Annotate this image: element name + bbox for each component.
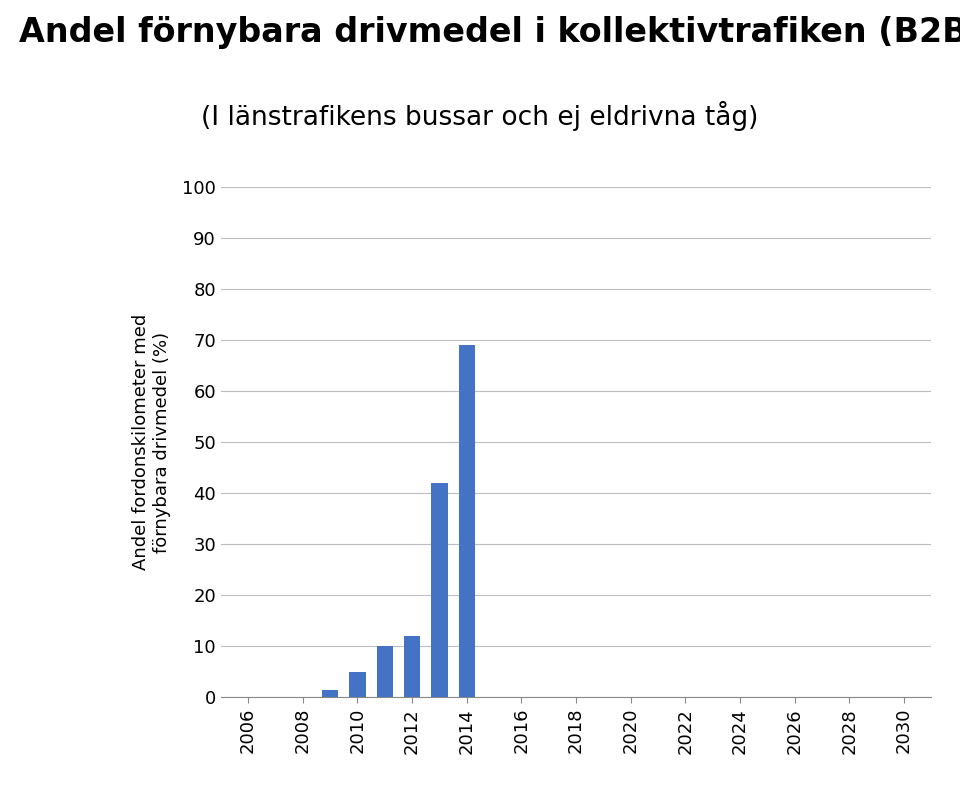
- Text: (I länstrafikens bussar och ej eldrivna tåg): (I länstrafikens bussar och ej eldrivna …: [202, 101, 758, 131]
- Bar: [376, 646, 393, 697]
- Bar: [459, 345, 475, 697]
- Text: Andel förnybara drivmedel i kollektivtrafiken (B2B_KH): Andel förnybara drivmedel i kollektivtra…: [19, 16, 960, 50]
- Y-axis label: Andel fordonskilometer med
förnybara drivmedel (%): Andel fordonskilometer med förnybara dri…: [132, 314, 171, 570]
- Bar: [349, 672, 366, 697]
- Bar: [431, 483, 447, 697]
- Bar: [404, 636, 420, 697]
- Bar: [322, 690, 338, 697]
